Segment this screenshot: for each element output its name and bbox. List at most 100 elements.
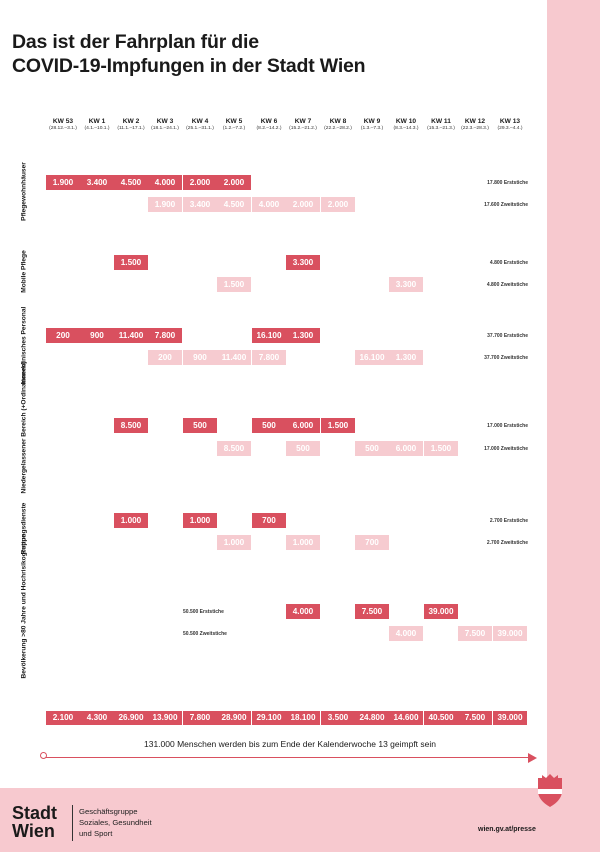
week-date-range: (18.1.–24.1.) xyxy=(151,126,179,131)
second-dose-cell: 8.500 xyxy=(217,441,251,456)
second-dose-cell: 500 xyxy=(286,441,320,456)
week-header: KW 9 (1.3.–7.3.) xyxy=(355,118,389,131)
first-dose-cell: 1.500 xyxy=(114,255,148,270)
stadt-wien-logo: Stadt Wien xyxy=(12,804,72,840)
second-dose-cell: 700 xyxy=(355,535,389,550)
first-dose-cell: 3.300 xyxy=(286,255,320,270)
second-dose-total-label: 4.800 Zweitstiche xyxy=(486,282,528,288)
week-header: KW 8 (22.2.–28.2.) xyxy=(321,118,355,131)
first-dose-total-label: 4.800 Erststiche xyxy=(489,260,528,266)
week-label: KW 2 xyxy=(122,118,140,125)
timeline-arrow-line xyxy=(45,757,530,758)
second-dose-cell: 1.000 xyxy=(217,535,251,550)
footer-band xyxy=(0,788,600,852)
week-label: KW 13 xyxy=(499,118,521,125)
weekly-total-cell: 4.300 xyxy=(80,711,114,725)
second-dose-cell: 1.500 xyxy=(424,441,458,456)
first-dose-total-label: 17.000 Erststiche xyxy=(487,423,528,429)
group-label: Bevölkerung >80 Jahre und Hochrisikogrup… xyxy=(20,533,28,679)
week-label: KW 10 xyxy=(395,118,417,125)
week-date-range: (11.1.–17.1.) xyxy=(117,126,145,131)
pink-side-strip xyxy=(547,0,600,852)
first-dose-cell: 1.000 xyxy=(114,513,148,528)
weekly-total-cell: 29.100 xyxy=(252,711,286,725)
weekly-total-cell: 28.900 xyxy=(217,711,251,725)
week-date-range: (1.2.–7.2.) xyxy=(222,126,246,131)
logo-line-2: Wien xyxy=(12,821,55,841)
weekly-total-cell: 24.800 xyxy=(355,711,389,725)
second-dose-cell: 16.100 xyxy=(355,350,389,365)
second-dose-cell: 2.000 xyxy=(321,197,355,212)
week-date-range: (1.3.–7.3.) xyxy=(360,126,384,131)
summary-text: 131.000 Menschen werden bis zum Ende der… xyxy=(143,739,436,749)
week-date-range: (15.2.–21.2.) xyxy=(289,126,317,131)
first-dose-cell: 16.100 xyxy=(252,328,286,343)
second-dose-total-label: 17.600 Zweitstiche xyxy=(484,202,528,208)
week-header: KW 2 (11.1.–17.1.) xyxy=(114,118,148,131)
week-header: KW 3 (18.1.–24.1.) xyxy=(148,118,182,131)
second-dose-cell: 11.400 xyxy=(217,350,251,365)
weekly-total-cell: 14.600 xyxy=(389,711,423,725)
first-dose-cell: 39.000 xyxy=(424,604,458,619)
first-dose-cell: 1.900 xyxy=(46,175,80,190)
week-date-range: (22.2.–28.2.) xyxy=(324,126,352,131)
first-dose-total-label: 50.500 Erststiche xyxy=(183,609,224,615)
week-date-range: (8.2.–14.2.) xyxy=(256,126,282,131)
second-dose-cell: 7.500 xyxy=(458,626,492,641)
week-date-range: (22.3.–28.3.) xyxy=(461,126,489,131)
week-header: KW 6 (8.2.–14.2.) xyxy=(252,118,286,131)
week-header: KW 53 (28.12.–3.1.) xyxy=(46,118,80,131)
week-header: KW 13 (29.3.–4.4.) xyxy=(493,118,527,131)
weekly-total-cell: 7.800 xyxy=(183,711,217,725)
second-dose-cell: 39.000 xyxy=(493,626,527,641)
weekly-total-cell: 18.100 xyxy=(286,711,320,725)
vienna-coat-of-arms-icon xyxy=(538,774,562,807)
second-dose-cell: 2.000 xyxy=(286,197,320,212)
week-header: KW 12 (22.3.–28.3.) xyxy=(458,118,492,131)
second-dose-cell: 3.400 xyxy=(183,197,217,212)
first-dose-cell: 4.000 xyxy=(286,604,320,619)
title-line-1: Das ist der Fahrplan für die xyxy=(12,31,259,53)
second-dose-cell: 3.300 xyxy=(389,277,423,292)
first-dose-cell: 4.000 xyxy=(148,175,182,190)
dept-line-1: Geschäftsgruppe xyxy=(79,807,138,816)
second-dose-cell: 4.000 xyxy=(252,197,286,212)
first-dose-cell: 8.500 xyxy=(114,418,148,433)
first-dose-cell: 11.400 xyxy=(114,328,148,343)
department-name: Geschäftsgruppe Soziales, Gesundheit und… xyxy=(79,806,152,839)
week-label: KW 8 xyxy=(329,118,347,125)
first-dose-cell: 6.000 xyxy=(286,418,320,433)
week-label: KW 12 xyxy=(464,118,486,125)
week-date-range: (15.3.–21.3.) xyxy=(427,126,455,131)
weekly-total-cell: 2.100 xyxy=(46,711,80,725)
second-dose-total-label: 37.700 Zweitstiche xyxy=(484,355,528,361)
second-dose-cell: 500 xyxy=(355,441,389,456)
page-title: Das ist der Fahrplan für die COVID-19-Im… xyxy=(12,30,432,78)
week-date-range: (28.12.–3.1.) xyxy=(49,126,77,131)
title-line-2: COVID-19-Impfungen in der Stadt Wien xyxy=(12,55,366,77)
logo-divider xyxy=(72,805,73,841)
weekly-total-cell: 7.500 xyxy=(458,711,492,725)
first-dose-cell: 2.000 xyxy=(183,175,217,190)
second-dose-cell: 1.500 xyxy=(217,277,251,292)
week-header: KW 11 (15.3.–21.3.) xyxy=(424,118,458,131)
weekly-total-cell: 39.000 xyxy=(493,711,527,725)
second-dose-total-label: 2.700 Zweitstiche xyxy=(486,540,528,546)
second-dose-cell: 6.000 xyxy=(389,441,423,456)
week-header: KW 10 (8.3.–14.3.) xyxy=(389,118,423,131)
weekly-total-cell: 26.900 xyxy=(114,711,148,725)
week-label: KW 11 xyxy=(431,118,451,125)
website-link[interactable]: wien.gv.at/presse xyxy=(478,826,536,833)
weekly-total-cell: 13.900 xyxy=(148,711,182,725)
timeline-arrow-head-icon xyxy=(528,753,537,763)
second-dose-cell: 200 xyxy=(148,350,182,365)
week-label: KW 7 xyxy=(294,118,312,125)
week-label: KW 53 xyxy=(52,118,74,125)
week-label: KW 5 xyxy=(225,118,243,125)
second-dose-cell: 7.800 xyxy=(252,350,286,365)
week-header: KW 1 (4.1.–10.1.) xyxy=(80,118,114,131)
logo-line-1: Stadt xyxy=(12,803,57,823)
second-dose-cell: 900 xyxy=(183,350,217,365)
first-dose-cell: 500 xyxy=(252,418,286,433)
